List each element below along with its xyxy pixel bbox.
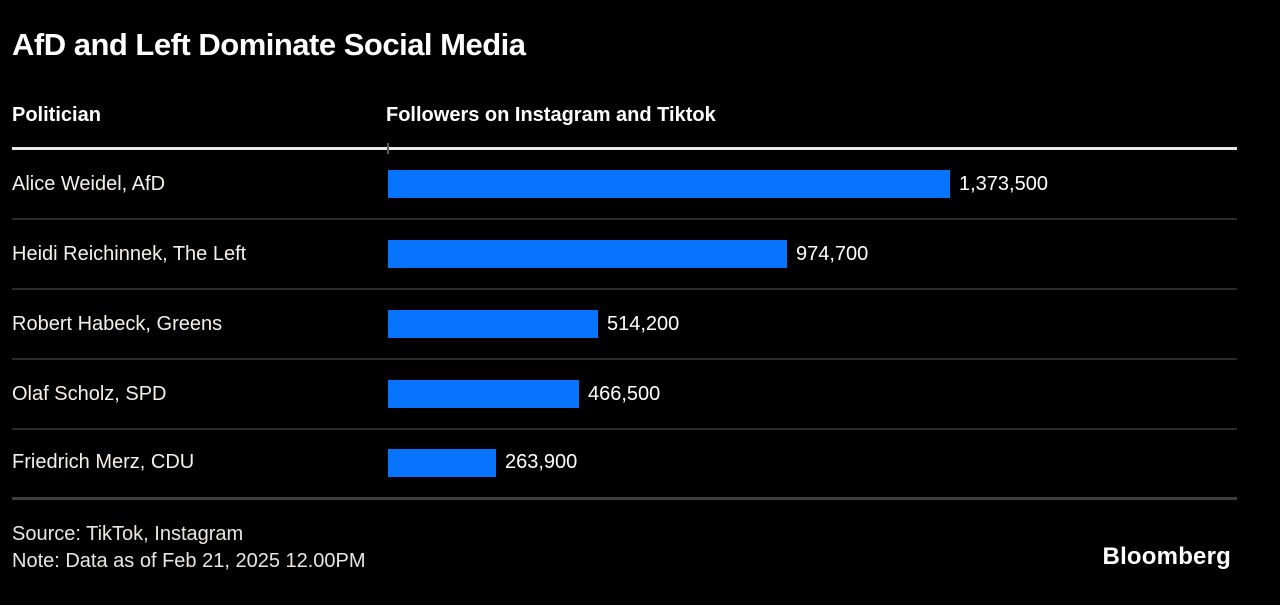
- politician-label: Robert Habeck, Greens: [12, 312, 223, 335]
- table-row: Heidi Reichinnek, The Left 974,700: [12, 220, 1237, 290]
- value-label: 1,373,500: [959, 172, 1048, 195]
- value-label: 263,900: [505, 451, 578, 473]
- value-label: 974,700: [796, 242, 869, 265]
- follower-bar: [388, 380, 579, 408]
- bottom-rule: [12, 497, 1237, 500]
- table-row: Friedrich Merz, CDU 263,900: [12, 430, 1237, 495]
- politician-label: Heidi Reichinnek, The Left: [12, 242, 247, 265]
- bar-area: 1,373,500: [388, 170, 1237, 198]
- source-note: Source: TikTok, Instagram: [12, 523, 244, 545]
- column-header-politician: Politician: [12, 104, 101, 126]
- table-row: Alice Weidel, AfD 1,373,500: [12, 150, 1237, 220]
- column-tick: [387, 143, 389, 154]
- column-header-followers: Followers on Instagram and Tiktok: [386, 104, 716, 126]
- bar-area: 466,500: [388, 380, 1237, 408]
- header-rule: [12, 143, 1237, 154]
- bloomberg-logo: Bloomberg: [1102, 543, 1231, 570]
- follower-bar: [388, 170, 950, 198]
- politician-label: Alice Weidel, AfD: [12, 172, 166, 195]
- bar-table: Alice Weidel, AfD 1,373,500 Heidi Reichi…: [12, 150, 1237, 495]
- data-note: Note: Data as of Feb 21, 2025 12.00PM: [12, 550, 366, 572]
- follower-bar: [388, 310, 598, 338]
- value-label: 514,200: [607, 312, 680, 335]
- politician-label: Olaf Scholz, SPD: [12, 382, 167, 405]
- politician-label: Friedrich Merz, CDU: [12, 451, 195, 473]
- table-header-row: Politician Followers on Instagram and Ti…: [12, 104, 1237, 130]
- bar-area: 514,200: [388, 310, 1237, 338]
- follower-bar: [388, 448, 496, 477]
- bar-area: 974,700: [388, 240, 1237, 268]
- value-label: 466,500: [588, 382, 661, 405]
- follower-bar: [388, 240, 787, 268]
- table-row: Olaf Scholz, SPD 466,500: [12, 360, 1237, 430]
- chart-title: AfD and Left Dominate Social Media: [12, 27, 526, 62]
- footer-notes: Source: TikTok, Instagram Note: Data as …: [12, 521, 366, 575]
- bar-area: 263,900: [388, 448, 1237, 477]
- table-row: Robert Habeck, Greens 514,200: [12, 290, 1237, 360]
